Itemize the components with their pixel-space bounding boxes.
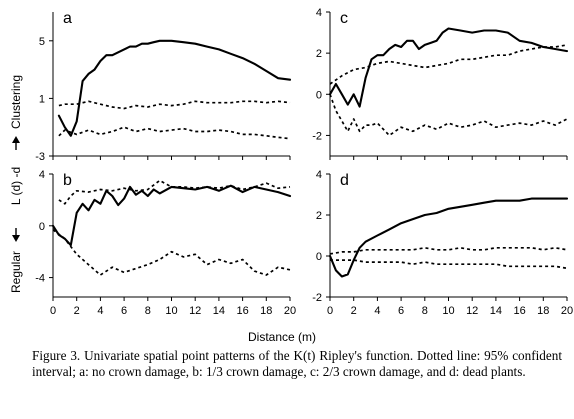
series-line-observed <box>57 39 292 137</box>
x-tick-label: 14 <box>490 305 502 317</box>
y-tick-label: 0 <box>316 251 322 263</box>
x-axis-title-left: Distance (m) <box>248 330 316 344</box>
series-line-observed <box>51 184 292 247</box>
x-tick-label: 4 <box>97 305 103 317</box>
series-line-confidence <box>329 246 568 255</box>
series-line-confidence <box>330 259 568 270</box>
series-line-confidence <box>58 179 291 205</box>
x-tick-label: 2 <box>74 305 80 317</box>
panel-c: c -2 0 2 4 <box>312 7 569 160</box>
x-tick-label: 16 <box>236 305 248 317</box>
axis-lines <box>329 12 567 157</box>
y-tick-label: -2 <box>312 292 322 304</box>
panel-label: c <box>340 10 348 27</box>
series-line-confidence <box>58 100 291 110</box>
panel-b: b -4 0 4 0 2 4 6 8 10 12 14 16 18 20 <box>35 169 296 317</box>
x-tick-label: 10 <box>165 305 177 317</box>
x-tick-label: 14 <box>213 305 225 317</box>
axis-lines <box>329 174 567 298</box>
x-tick-label: 18 <box>537 305 549 317</box>
y-tick-label: 5 <box>39 36 45 48</box>
x-tick-label: 8 <box>145 305 151 317</box>
y-label-clustering: Clustering <box>9 75 23 129</box>
panel-label: d <box>340 172 349 189</box>
y-tick-label: 2 <box>316 210 322 222</box>
series-line-confidence <box>58 126 291 140</box>
x-tick-label: 10 <box>442 305 454 317</box>
y-tick-label: -4 <box>35 273 45 285</box>
x-tick-label: 18 <box>260 305 272 317</box>
panel-label: b <box>63 172 72 189</box>
series-line-observed <box>328 197 569 278</box>
y-tick-label: 4 <box>316 7 322 19</box>
y-tick-label: 0 <box>39 221 45 233</box>
x-tick-label: 6 <box>398 305 404 317</box>
x-tick-label: 4 <box>374 305 380 317</box>
figure-caption: Figure 3. Univariate spatial point patte… <box>32 348 562 379</box>
panel-d: d -2 0 2 4 0 2 4 6 8 10 12 14 16 18 20 <box>312 169 573 317</box>
y-tick-label: 1 <box>39 93 45 105</box>
series-line-confidence <box>52 229 291 276</box>
panel-a: a -3 1 5 <box>35 10 292 163</box>
series-line-confidence <box>329 44 568 85</box>
x-tick-label: 16 <box>513 305 525 317</box>
y-tick-label: 2 <box>316 48 322 60</box>
x-tick-label: 0 <box>327 305 333 317</box>
arrow-up-icon <box>12 136 20 150</box>
x-tick-label: 8 <box>422 305 428 317</box>
x-tick-label: 2 <box>351 305 357 317</box>
arrow-down-icon <box>12 228 20 242</box>
x-tick-label: 12 <box>189 305 201 317</box>
y-tick-label: 0 <box>316 89 322 101</box>
y-tick-label: -2 <box>312 130 322 142</box>
x-tick-label: 20 <box>561 305 573 317</box>
y-tick-label: -3 <box>35 151 45 163</box>
y-axis-annotation: Regular L (d) -d Clustering <box>9 75 23 293</box>
panel-label: a <box>63 10 72 27</box>
x-tick-label: 20 <box>284 305 296 317</box>
series-line-confidence <box>329 94 568 137</box>
x-tick-label: 0 <box>50 305 56 317</box>
y-label-mid: L (d) -d <box>9 167 23 205</box>
axis-lines <box>52 12 290 157</box>
x-tick-label: 6 <box>121 305 127 317</box>
y-tick-label: 4 <box>39 169 45 181</box>
series-line-observed <box>328 27 569 108</box>
y-label-regular: Regular <box>9 251 23 293</box>
y-tick-label: 4 <box>316 169 322 181</box>
x-tick-label: 12 <box>466 305 478 317</box>
